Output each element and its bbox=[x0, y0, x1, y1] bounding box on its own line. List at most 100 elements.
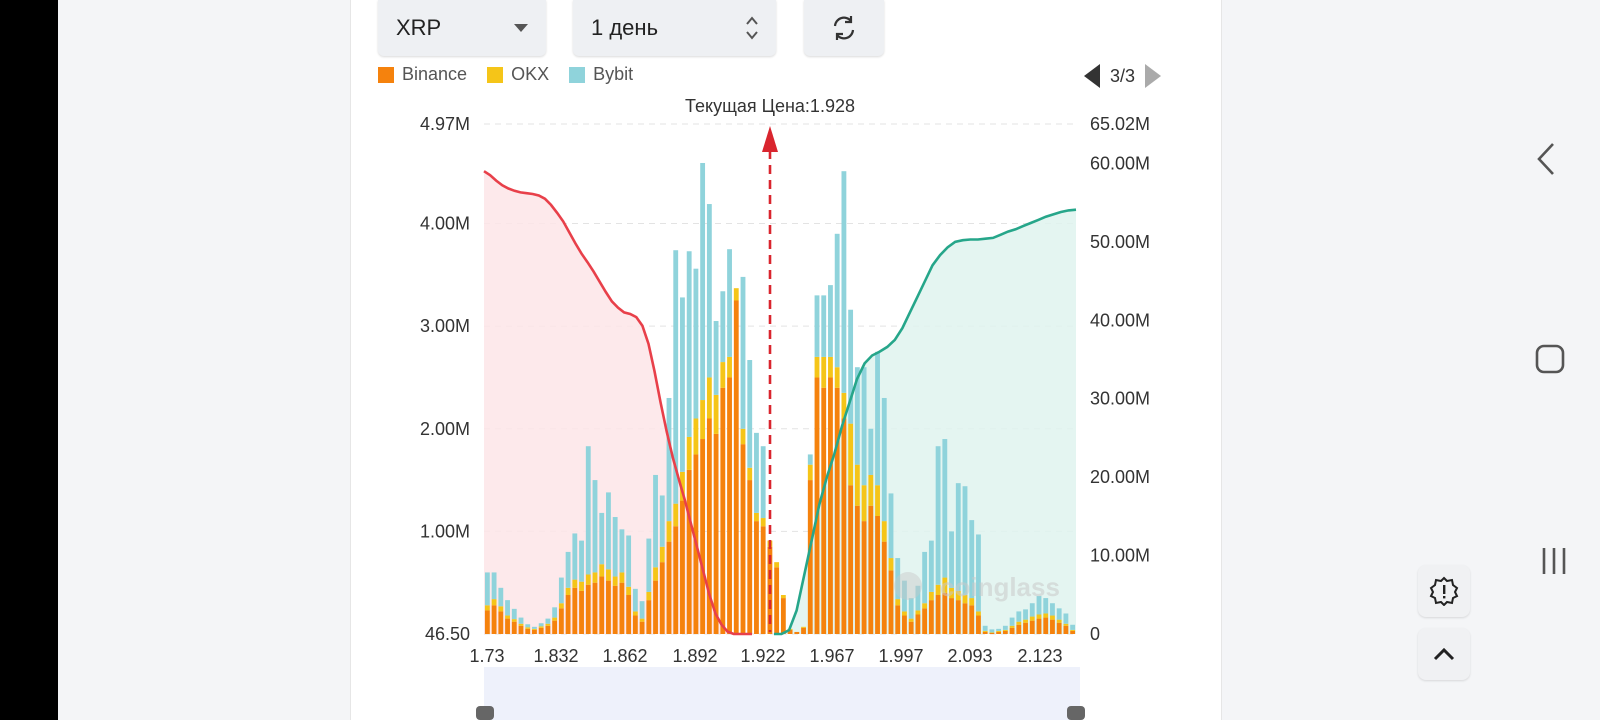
range-handle-left[interactable] bbox=[476, 706, 494, 720]
bar-bybit bbox=[1016, 611, 1022, 622]
current-price-marker: Текущая Цена:1.928 bbox=[685, 96, 855, 632]
prev-page-icon[interactable] bbox=[1084, 64, 1100, 88]
bar-bybit bbox=[673, 250, 679, 504]
bar-bybit bbox=[565, 551, 571, 588]
legend-item-okx[interactable]: OKX bbox=[487, 64, 549, 85]
bar-binance bbox=[491, 605, 497, 634]
y-right-tick-label: 50.00M bbox=[1090, 232, 1150, 252]
bar-binance bbox=[821, 387, 827, 634]
x-tick-label: 2.123 bbox=[1017, 646, 1062, 666]
coin-select[interactable]: XRP bbox=[378, 0, 546, 56]
bar-okx bbox=[989, 632, 995, 633]
bar-binance bbox=[1002, 630, 1008, 634]
refresh-icon bbox=[833, 16, 855, 40]
y-right-tick-label: 20.00M bbox=[1090, 467, 1150, 487]
nav-recents-icon[interactable] bbox=[1541, 546, 1567, 576]
short-cumulative-line bbox=[483, 170, 752, 636]
x-axis: 1.73 1.832 1.862 1.892 1.922 1.967 1.997 2.093 2… bbox=[469, 646, 1062, 666]
bar-bybit bbox=[484, 572, 490, 606]
period-select[interactable]: 1 день bbox=[573, 0, 776, 56]
bar-okx bbox=[928, 591, 934, 601]
bar-binance bbox=[888, 570, 894, 634]
bar-binance bbox=[848, 485, 854, 634]
bar-binance bbox=[659, 562, 665, 634]
bar-binance bbox=[922, 608, 928, 634]
bar-okx bbox=[666, 521, 672, 542]
bar-okx bbox=[942, 577, 948, 593]
nav-back-icon[interactable] bbox=[1535, 142, 1557, 176]
bar-binance bbox=[532, 629, 537, 634]
bar-binance bbox=[895, 605, 901, 634]
bar-okx bbox=[841, 392, 847, 419]
range-slider-track[interactable] bbox=[484, 667, 1080, 720]
x-tick-label: 1.922 bbox=[740, 646, 785, 666]
bar-bybit bbox=[639, 601, 645, 619]
bar-binance bbox=[794, 631, 800, 634]
bar-binance bbox=[841, 418, 847, 634]
bar-binance bbox=[807, 480, 813, 634]
bar-bybit bbox=[888, 493, 894, 559]
bar-binance bbox=[666, 541, 672, 634]
alert-badge-icon bbox=[1429, 576, 1459, 606]
bar-bybit bbox=[949, 531, 954, 588]
bar-okx bbox=[572, 579, 578, 588]
bar-okx bbox=[807, 464, 813, 481]
refresh-button[interactable] bbox=[804, 0, 884, 56]
bar-okx bbox=[585, 574, 591, 585]
watermark: coinglass bbox=[940, 572, 1060, 602]
bar-okx bbox=[525, 627, 531, 629]
next-page-icon[interactable] bbox=[1145, 64, 1162, 88]
y-left-tick-label: 1.00M bbox=[420, 521, 470, 541]
bar-okx bbox=[1043, 613, 1049, 618]
feedback-button[interactable] bbox=[1418, 565, 1470, 617]
chevron-up-icon bbox=[1433, 647, 1455, 661]
bar-okx bbox=[949, 587, 954, 599]
legend-item-binance[interactable]: Binance bbox=[378, 64, 467, 85]
bar-okx bbox=[1056, 619, 1062, 623]
bar-binance bbox=[989, 632, 995, 634]
nav-home-icon[interactable] bbox=[1535, 344, 1565, 374]
bar-bybit bbox=[619, 529, 625, 573]
watermark-logo bbox=[894, 572, 922, 600]
left-black-bar bbox=[0, 0, 58, 720]
bar-bybit bbox=[659, 495, 665, 547]
bar-okx bbox=[733, 288, 739, 301]
bar-binance bbox=[902, 615, 907, 634]
bar-okx bbox=[814, 356, 820, 378]
bar-okx bbox=[935, 584, 941, 595]
bar-binance bbox=[942, 592, 948, 634]
bar-okx bbox=[1023, 619, 1028, 623]
bar-okx bbox=[895, 599, 901, 606]
bar-binance bbox=[1009, 627, 1015, 634]
bar-bybit bbox=[834, 233, 840, 368]
range-handle-right[interactable] bbox=[1067, 706, 1085, 720]
bar-okx bbox=[700, 400, 706, 440]
y-left-tick-label: 4.97M bbox=[420, 114, 470, 134]
bar-okx bbox=[673, 503, 679, 527]
bar-binance bbox=[639, 621, 645, 634]
y-left-tick-label: 4.00M bbox=[420, 214, 470, 234]
short-liquidation-area bbox=[484, 171, 752, 634]
bar-binance bbox=[585, 584, 591, 634]
bar-binance bbox=[976, 615, 981, 634]
legend-item-bybit[interactable]: Bybit bbox=[569, 64, 633, 85]
bar-bybit bbox=[935, 446, 941, 585]
bar-binance bbox=[1070, 630, 1076, 634]
legend-swatch bbox=[378, 66, 394, 83]
bar-bybit bbox=[908, 598, 914, 619]
bar-binance bbox=[949, 598, 954, 634]
bar-bybit bbox=[599, 512, 605, 565]
bar-binance bbox=[700, 439, 706, 634]
legend-label: OKX bbox=[511, 64, 550, 84]
cumulative-lines bbox=[483, 170, 1077, 636]
bar-binance bbox=[592, 582, 598, 634]
bar-binance bbox=[518, 625, 524, 634]
bar-okx bbox=[646, 591, 652, 601]
bar-bybit bbox=[727, 249, 732, 357]
bar-bybit bbox=[686, 251, 692, 437]
scroll-top-button[interactable] bbox=[1418, 628, 1470, 680]
bar-binance bbox=[653, 580, 658, 634]
bar-binance bbox=[505, 618, 510, 634]
bar-binance bbox=[780, 598, 786, 634]
